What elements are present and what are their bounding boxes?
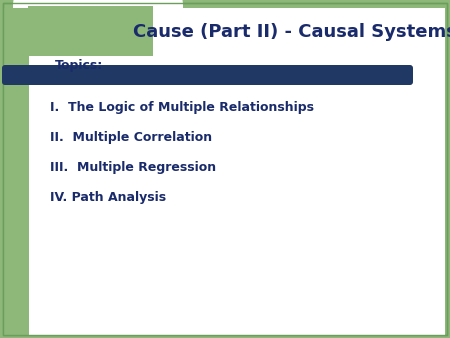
Bar: [28, 8, 158, 70]
Text: Topics:: Topics:: [55, 59, 103, 72]
Bar: [3, 8, 29, 335]
Text: II.  Multiple Correlation: II. Multiple Correlation: [50, 131, 212, 145]
Bar: [28, 6, 153, 56]
FancyBboxPatch shape: [2, 65, 413, 85]
Text: IV. Path Analysis: IV. Path Analysis: [50, 192, 166, 204]
Text: III.  Multiple Regression: III. Multiple Regression: [50, 162, 216, 174]
FancyBboxPatch shape: [13, 0, 183, 85]
Text: Cause (Part II) - Causal Systems: Cause (Part II) - Causal Systems: [133, 23, 450, 41]
Bar: [3, 8, 28, 335]
Text: I.  The Logic of Multiple Relationships: I. The Logic of Multiple Relationships: [50, 101, 314, 115]
